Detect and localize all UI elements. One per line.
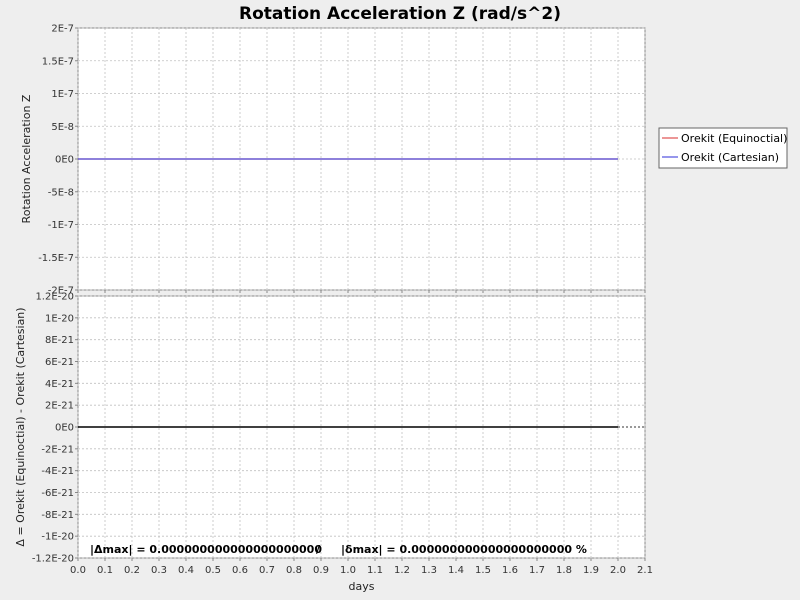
- y-tick-label: 2E-7: [51, 24, 74, 35]
- y-tick-label: -8E-21: [41, 510, 74, 521]
- y-tick-label: 2E-21: [45, 401, 74, 412]
- chart-title: Rotation Acceleration Z (rad/s^2): [239, 4, 561, 24]
- y-tick-label: -1.2E-20: [32, 554, 74, 565]
- y-tick-label: 1.5E-7: [42, 56, 74, 67]
- y-tick-label: -5E-8: [48, 187, 74, 198]
- x-tick-label: 0.6: [232, 565, 248, 576]
- y-axis-label: Δ = Orekit (Equinoctial) - Orekit (Carte…: [14, 307, 27, 546]
- x-tick-label: 1.7: [529, 565, 545, 576]
- y-tick-label: -1E-20: [41, 532, 74, 543]
- x-tick-label: 0.7: [259, 565, 275, 576]
- x-tick-label: 1.5: [475, 565, 491, 576]
- x-tick-label: 0.1: [97, 565, 113, 576]
- y-tick-label: 4E-21: [45, 379, 74, 390]
- y-tick-label: -1E-7: [48, 220, 74, 231]
- y-tick-label: -2E-21: [41, 444, 74, 455]
- y-axis-label: Rotation Acceleration Z: [20, 94, 33, 223]
- x-tick-label: 1.9: [583, 565, 599, 576]
- x-tick-label: 2.1: [637, 565, 653, 576]
- y-tick-label: 0E0: [55, 155, 74, 166]
- delta-max-annotation: |Δmax| = 0.000000000000000000000: [90, 543, 322, 556]
- x-tick-label: 1.3: [421, 565, 437, 576]
- x-tick-label: 1.1: [367, 565, 383, 576]
- y-tick-label: 1E-7: [51, 89, 74, 100]
- x-tick-label: 1.4: [448, 565, 464, 576]
- annotation-separator: /: [316, 543, 321, 556]
- y-tick-label: 8E-21: [45, 335, 74, 346]
- y-tick-label: -4E-21: [41, 466, 74, 477]
- y-tick-label: 6E-21: [45, 357, 74, 368]
- y-tick-label: -2E-7: [48, 286, 74, 297]
- y-tick-label: 1.2E-20: [35, 292, 74, 303]
- legend: Orekit (Equinoctial) Orekit (Cartesian): [658, 127, 788, 169]
- x-tick-label: 2.0: [610, 565, 626, 576]
- y-tick-label: -6E-21: [41, 488, 74, 499]
- x-tick-label: 0.9: [313, 565, 329, 576]
- legend-label-0: Orekit (Equinoctial): [681, 132, 787, 145]
- y-tick-label: -1.5E-7: [38, 253, 74, 264]
- x-tick-label: 1.0: [340, 565, 356, 576]
- x-tick-label: 0.3: [151, 565, 167, 576]
- x-tick-label: 1.8: [556, 565, 572, 576]
- x-tick-label: 1.2: [394, 565, 410, 576]
- y-tick-label: 1E-20: [45, 313, 74, 324]
- x-tick-label: 0.5: [205, 565, 221, 576]
- x-tick-label: 0.2: [124, 565, 140, 576]
- x-tick-label: 0.8: [286, 565, 302, 576]
- delta-relative-max-annotation: |δmax| = 0.000000000000000000000 %: [341, 543, 587, 556]
- y-tick-label: 5E-8: [51, 122, 74, 133]
- x-tick-label: 1.6: [502, 565, 518, 576]
- x-tick-label: 0.0: [70, 565, 86, 576]
- x-axis-label: days: [349, 580, 375, 593]
- x-tick-label: 0.4: [178, 565, 194, 576]
- plot-panel-0: 2E-7 1.5E-7 1E-7 5E-8 0E0 -5E-8 -1E-7 -1.5E-7 -2…: [20, 24, 646, 297]
- legend-box: [658, 127, 788, 169]
- y-tick-label: 0E0: [55, 423, 74, 434]
- plot-panel-1: 0.0 0.1 0.2 0.3 0.4 0.5 0.6 0.7 0.8 0.9 1.0 1.1 1.2 1…: [14, 292, 653, 594]
- legend-label-1: Orekit (Cartesian): [681, 151, 779, 164]
